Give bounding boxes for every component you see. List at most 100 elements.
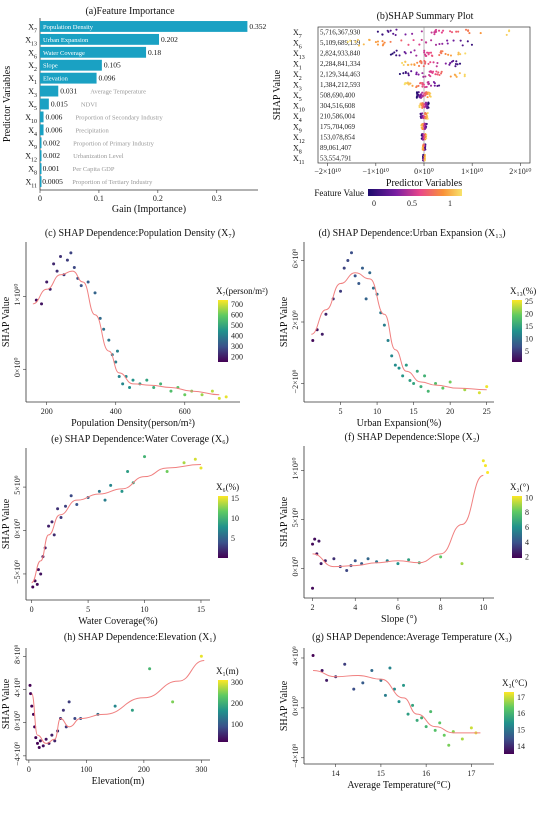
panel-g-title: (g) SHAP Dependence:Average Temperature … [312,632,512,643]
data-point [169,389,173,393]
x-tick-label: 6 [396,603,400,612]
summary-point [420,30,423,33]
summary-point [432,80,435,84]
bar-feature-label: Elevation [43,76,69,83]
bar-x7 [40,21,248,32]
x-tick-label: 600 [179,407,191,416]
summary-point [457,30,460,33]
data-point [56,507,60,511]
data-point [420,716,424,720]
data-point [350,251,353,255]
y-axis-label: SHAP Value [279,296,290,347]
data-point [319,562,323,566]
summary-point [402,72,405,75]
data-point [152,385,156,389]
data-point [346,258,350,262]
summary-point [376,43,379,46]
summary-point [429,51,433,54]
data-point [210,389,214,393]
data-point [320,668,324,672]
summary-point [435,65,438,68]
summary-mean-abs: 2,284,841,334 [320,60,361,68]
data-point [72,265,76,269]
panel-a-y-label: Predictor Variables [2,66,13,142]
data-point [477,391,481,395]
summary-point [418,106,421,109]
data-point [460,562,464,566]
summary-point [357,44,361,47]
smooth-fit-line [311,272,487,391]
data-point [353,274,357,278]
data-point [34,736,38,740]
data-point [50,520,54,524]
bar-value-label: 0.18 [148,48,161,57]
data-point [360,266,364,270]
summary-point [457,51,460,54]
bar-feature-label: Proportion of Tertiary Industry [72,179,153,186]
bar-tick-label: X6 [28,48,37,60]
summary-point [409,51,412,54]
summary-point [426,51,429,54]
x-tick-label: −1×10¹⁰ [362,167,389,176]
data-point [69,494,73,498]
bar-x13 [40,33,160,45]
panel-h-title: (h) SHAP Dependence:Elevation (X₁) [64,632,216,643]
summary-point [381,40,384,43]
smooth-fit-line [313,669,481,734]
bar-x6 [40,46,147,58]
data-point [433,728,437,732]
data-point [148,667,152,671]
data-point [59,515,63,519]
data-point [411,703,415,707]
summary-point [421,85,424,88]
y-tick-label: −4×10⁹ [13,742,22,766]
summary-mean-abs: 2,129,344,463 [320,71,361,79]
summary-point [383,41,386,44]
bar-feature-label: Population Density [43,24,94,31]
summary-point [438,53,441,57]
data-point [75,502,79,506]
bar-tick-label: X4 [28,126,37,138]
summary-point [459,39,462,42]
summary-point [463,75,466,78]
bar-x1 [40,72,97,84]
summary-point [466,40,469,43]
summary-point [440,72,443,75]
summary-point [427,102,430,105]
data-point [45,280,49,284]
summary-point [425,137,428,140]
colorbar-tick: 15 [231,494,239,503]
summary-row-label: X13 [293,49,305,61]
data-point [313,537,317,541]
colorbar-tick: 400 [231,332,243,341]
data-point [485,385,489,389]
data-point [412,382,416,386]
summary-point [452,59,455,62]
colorbar-tick: 0.5 [407,199,417,208]
x-tick-label: 8 [439,603,443,612]
data-point [407,558,411,562]
summary-point [381,33,384,36]
summary-point [421,83,424,86]
data-point [360,562,364,566]
x-tick-label: 17 [467,769,475,778]
data-point [439,555,443,559]
summary-point [426,96,429,99]
colorbar-tick: 200 [231,699,243,708]
data-point [393,363,397,367]
data-point [120,489,124,493]
colorbar-tick: 17 [517,693,525,702]
data-point [69,251,73,255]
summary-mean-abs: 153,078,854 [320,133,356,141]
summary-row-label: X10 [293,101,305,113]
y-tick-label: 0×10⁰ [13,519,22,539]
data-point [199,654,203,658]
summary-point [401,61,404,65]
summary-point [438,43,441,46]
y-tick-label: −2×10⁹ [291,369,300,393]
x-tick-label: 0 [38,194,42,203]
summary-point [428,95,431,98]
data-point [183,393,187,397]
bar-tick-label: X2 [28,61,37,73]
data-point [463,388,467,392]
